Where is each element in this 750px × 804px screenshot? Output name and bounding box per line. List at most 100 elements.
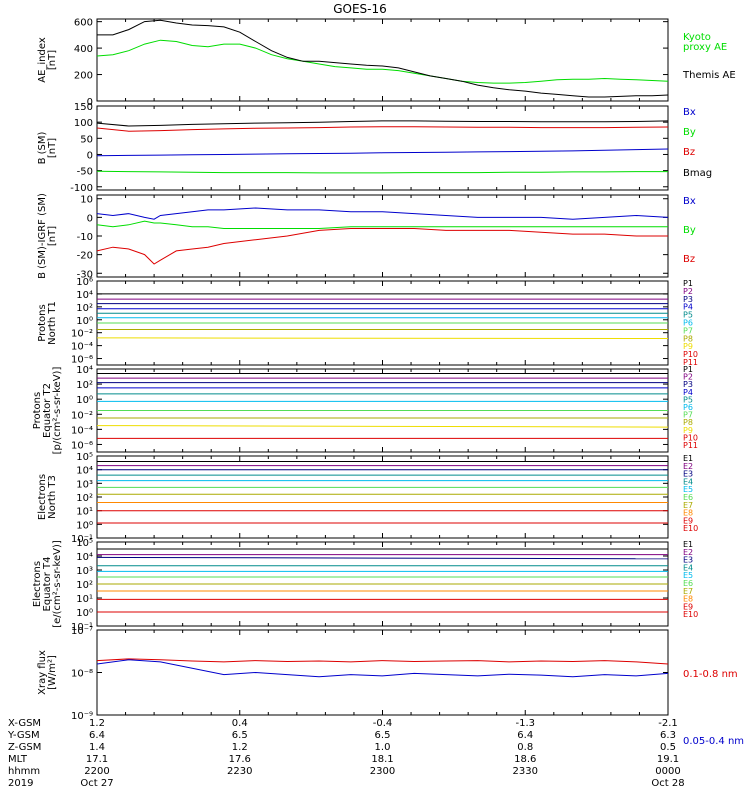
- legend-entry: E10: [683, 610, 698, 619]
- ephemeris-value: 0.5: [660, 742, 676, 753]
- y-tick-label: 10⁵: [76, 452, 93, 463]
- legend-entry: E3: [683, 470, 693, 479]
- y-axis-label: Equator T4: [42, 557, 53, 612]
- y-tick-label: 10²: [76, 580, 93, 591]
- legend-entry: P2: [683, 373, 693, 382]
- y-axis-label: B (SM): [37, 131, 48, 164]
- y-tick-label: 10²: [76, 303, 93, 314]
- legend-entry: proxy AE: [683, 42, 727, 53]
- ephemeris-row-label: X-GSM: [8, 718, 41, 729]
- ephemeris-value: 19.1: [657, 754, 679, 765]
- legend-entry: P10: [683, 350, 698, 359]
- ephemeris-value: -0.4: [373, 718, 393, 729]
- ephemeris-value: 6.3: [660, 730, 676, 741]
- y-tick-label: 10⁴: [76, 290, 93, 301]
- y-tick-label: 10⁻⁴: [71, 342, 93, 353]
- ephemeris-value: Oct 28: [651, 778, 684, 789]
- legend-entry: P6: [683, 403, 693, 412]
- series-line-bz: [96, 126, 669, 132]
- legend-entry: E7: [683, 501, 693, 510]
- legend-entry: P11: [683, 358, 698, 367]
- legend-entry: 0.05-0.4 nm: [683, 736, 744, 747]
- ephemeris-value: 0000: [655, 766, 680, 777]
- legend-entry: E1: [683, 454, 693, 463]
- y-tick-label: 10⁻⁶: [71, 355, 93, 366]
- legend-entry: P3: [683, 295, 693, 304]
- legend-entry: P5: [683, 395, 693, 404]
- legend-entry: P1: [683, 365, 693, 374]
- y-tick-label: 150: [74, 102, 93, 113]
- legend-entry: E2: [683, 548, 693, 557]
- y-tick-label: -10: [77, 232, 93, 243]
- legend-entry: P1: [683, 279, 693, 288]
- y-tick-label: 10⁴: [76, 365, 93, 376]
- y-axis-label: AE_index: [37, 37, 48, 83]
- ephemeris-value: 2330: [513, 766, 538, 777]
- y-axis-label: [nT]: [47, 226, 58, 246]
- series-line-p9: [96, 337, 669, 339]
- series-line-0-05-0-4-nm: [96, 659, 669, 678]
- y-tick-label: 10¹: [76, 594, 93, 605]
- ephemeris-value: 2300: [370, 766, 395, 777]
- series-line-kyoto-proxy-ae: [96, 39, 669, 84]
- panel-frame: [96, 629, 669, 716]
- panel-electrons_t4: 10⁵ 10⁴ 10³ 10² 10¹ 10⁰ 10⁻¹ Electrons Equator T…: [32, 538, 698, 633]
- legend-entry: Kyoto: [683, 32, 711, 43]
- y-axis-label: Protons: [37, 304, 48, 341]
- y-tick-label: 10³: [76, 566, 93, 577]
- ephemeris-row-label: MLT: [8, 754, 28, 765]
- legend-entry: P4: [683, 303, 693, 312]
- y-tick-label: 10⁻⁷: [71, 626, 93, 637]
- plot-title: GOES-16: [333, 2, 387, 16]
- legend-entry: E4: [683, 563, 693, 572]
- ephemeris-row-label: Y-GSM: [7, 730, 40, 741]
- y-tick-label: 50: [80, 134, 93, 145]
- ephemeris-value: 2200: [84, 766, 109, 777]
- ephemeris-value: 6.4: [517, 730, 533, 741]
- y-axis-label: [p/(cm²-s-sr-keV)]: [52, 367, 63, 455]
- y-tick-label: 10⁻²: [71, 329, 93, 340]
- y-axis-label: [W/m²]: [47, 655, 58, 690]
- y-tick-label: 10⁴: [76, 552, 93, 563]
- legend-entry: P4: [683, 388, 693, 397]
- ephemeris-value: 18.1: [371, 754, 393, 765]
- ephemeris-value: 1.0: [375, 742, 391, 753]
- legend-entry: P7: [683, 326, 693, 335]
- ephemeris-value: 0.4: [232, 718, 248, 729]
- legend-entry: E9: [683, 516, 693, 525]
- y-tick-label: 10⁻¹: [71, 534, 93, 545]
- y-tick-label: -30: [77, 269, 93, 280]
- panel-b_sm: 150 100 50 0 -50 -100 B (SM) [nT] Bx By Bz Bmag: [37, 102, 712, 194]
- y-axis-label: Electrons: [37, 474, 48, 520]
- legend-entry: P6: [683, 319, 693, 328]
- legend-entry: P3: [683, 380, 693, 389]
- legend-entry: P8: [683, 418, 693, 427]
- y-tick-label: -20: [77, 251, 93, 262]
- legend-entry: E4: [683, 477, 693, 486]
- ephemeris-value: 6.5: [232, 730, 248, 741]
- legend-entry: E8: [683, 509, 693, 518]
- legend-entry: P7: [683, 411, 693, 420]
- y-axis-label: Protons: [32, 392, 43, 429]
- y-tick-label: 10⁶: [76, 277, 93, 288]
- series-line-themis-ae: [97, 19, 669, 98]
- y-axis-label: Electrons: [32, 561, 43, 607]
- ephemeris-value: 0.8: [517, 742, 533, 753]
- series-line-bx: [96, 207, 669, 220]
- series-line-bmag: [96, 120, 669, 127]
- legend-entry: E6: [683, 579, 693, 588]
- series-line-0-1-0-8-nm: [96, 658, 669, 665]
- y-tick-label: 10⁻¹: [71, 622, 93, 633]
- legend-entry: E2: [683, 462, 693, 471]
- legend-entry: P2: [683, 287, 693, 296]
- legend-entry: P8: [683, 334, 693, 343]
- series-line-bz: [96, 228, 668, 265]
- panel-frame: [96, 105, 669, 191]
- y-axis-label: Equator T2: [42, 383, 53, 438]
- y-tick-label: 10²: [76, 380, 93, 391]
- y-tick-label: 10³: [76, 479, 93, 490]
- ephemeris-value: 17.1: [86, 754, 108, 765]
- y-tick-label: 10⁰: [76, 520, 93, 531]
